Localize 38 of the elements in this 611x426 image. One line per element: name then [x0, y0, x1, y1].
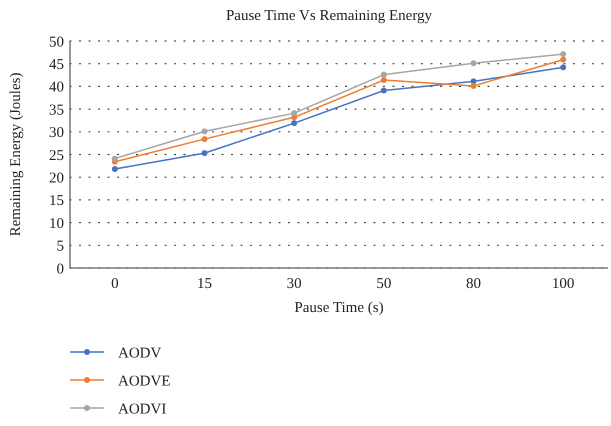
y-tick-label: 20 — [49, 170, 64, 186]
x-tick-label: 0 — [111, 276, 119, 292]
y-tick-label: 5 — [56, 238, 64, 255]
point — [202, 136, 208, 142]
point — [380, 72, 387, 78]
point — [470, 60, 476, 66]
legend-label: AODVE — [118, 373, 170, 390]
point — [202, 128, 208, 134]
point — [560, 56, 566, 63]
y-tick-label: 40 — [49, 80, 64, 96]
y-tick-label: 35 — [49, 102, 64, 118]
point — [560, 51, 566, 58]
point — [470, 82, 476, 89]
point — [380, 77, 387, 84]
x-tick-label: 50 — [376, 276, 392, 292]
point — [112, 156, 118, 162]
point — [202, 150, 208, 156]
y-tick-label: 10 — [49, 216, 64, 232]
y-tick-label: 50 — [49, 34, 64, 50]
point — [291, 110, 298, 116]
x-axis-title: Pause Time (s) — [294, 300, 384, 316]
point — [291, 120, 298, 126]
x-tick-label: 100 — [552, 276, 574, 292]
point — [112, 166, 118, 172]
point — [380, 87, 387, 94]
y-tick-label: 15 — [49, 193, 64, 210]
point — [560, 64, 566, 70]
chart-title: Pause Time Vs Remaining Energy — [226, 8, 433, 24]
y-tick-label: 45 — [49, 56, 64, 73]
y-tick-label: 25 — [49, 148, 64, 164]
y-tick-label: 30 — [49, 125, 64, 142]
x-tick-label: 30 — [286, 276, 302, 292]
x-tick-label: 15 — [197, 276, 212, 292]
legend-label: AODVI — [118, 401, 166, 418]
y-tick-label: 0 — [56, 261, 64, 278]
legend-label: AODV — [118, 345, 162, 362]
y-axis-title: Remaining Energy (Joules) — [8, 72, 24, 236]
x-tick-label: 80 — [466, 276, 481, 292]
